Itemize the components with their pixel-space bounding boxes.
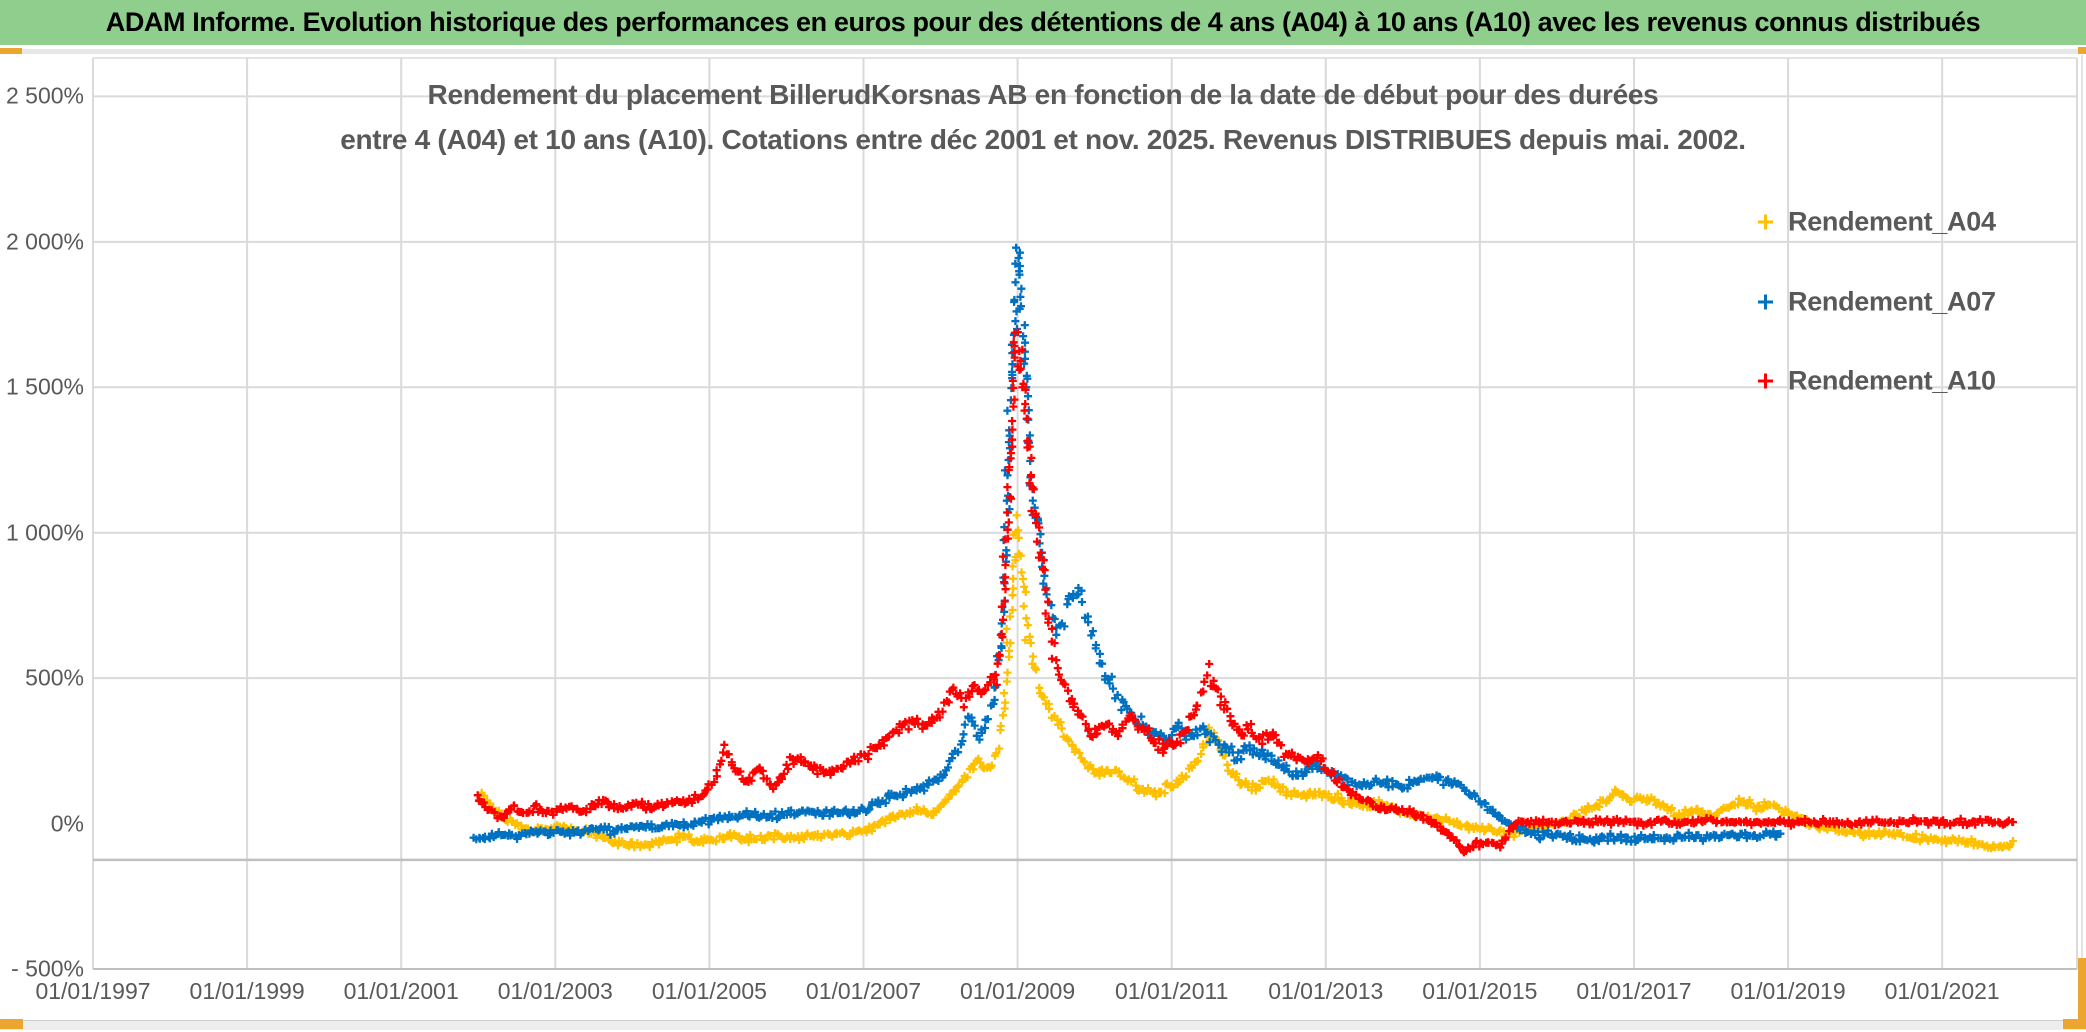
series-rendement_a10-markers <box>473 328 2017 857</box>
legend-item-rendement_a07[interactable]: Rendement_A07 <box>1758 286 1996 317</box>
plus-marker-icon <box>1758 214 1773 230</box>
legend-label: Rendement_A04 <box>1788 206 1996 237</box>
accent-bottom-left <box>0 1019 23 1029</box>
x-axis-tick: 01/01/2003 <box>497 978 613 1004</box>
x-axis-tick: 01/01/1997 <box>35 978 151 1004</box>
x-axis-tick: 01/01/2001 <box>343 978 459 1004</box>
chart-title-line2: entre 4 (A04) et 10 ans (A10). Cotations… <box>340 124 1746 155</box>
x-axis-tick: 01/01/1999 <box>189 978 305 1004</box>
series-rendement_a07-markers <box>469 243 1785 847</box>
accent-bottom-right-horizontal <box>2063 1019 2086 1029</box>
x-axis-tick: 01/01/2009 <box>960 978 1076 1004</box>
y-axis-tick: 2 500% <box>5 82 84 109</box>
chart-title-line1: Rendement du placement BillerudKorsnas A… <box>427 79 1659 110</box>
chart-title: Rendement du placement BillerudKorsnas A… <box>243 72 1843 162</box>
y-axis-tick: 1 000% <box>5 519 84 546</box>
plus-marker-icon <box>1758 294 1773 309</box>
x-axis-tick: 01/01/2007 <box>805 978 922 1004</box>
x-axis-tick: 01/01/2013 <box>1268 978 1384 1004</box>
x-axis-tick: 01/01/2011 <box>1114 978 1229 1004</box>
y-axis-tick: 2 000% <box>5 228 84 255</box>
right-frame-line <box>2081 55 2083 958</box>
y-axis-tick: 500% <box>25 664 84 691</box>
legend-label: Rendement_A07 <box>1788 286 1996 316</box>
x-axis-tick: 01/01/2005 <box>651 978 767 1004</box>
top-frame-strip <box>0 49 2086 54</box>
y-axis-tick: - 500% <box>11 955 84 982</box>
y-axis-tick: 0% <box>50 810 84 837</box>
x-axis-tick: 01/01/2015 <box>1422 978 1538 1004</box>
legend-item-rendement_a10[interactable]: Rendement_A10 <box>1758 366 1996 397</box>
accent-top-right <box>2078 47 2086 55</box>
legend-label: Rendement_A10 <box>1788 365 1996 396</box>
x-axis-tick: 01/01/2021 <box>1884 978 2000 1004</box>
accent-bottom-right-vertical <box>2078 958 2086 1029</box>
x-axis-tick: 01/01/2017 <box>1576 978 1692 1004</box>
accent-top-left <box>0 48 22 55</box>
y-axis-tick: 1 500% <box>5 373 84 400</box>
legend-item-rendement_a04[interactable]: Rendement_A04 <box>1758 207 1996 238</box>
series-rendement_a04-markers <box>477 511 2017 853</box>
x-axis-tick: 01/01/2019 <box>1730 978 1846 1004</box>
plus-marker-icon <box>1758 373 1773 389</box>
header-title: ADAM Informe. Evolution historique des p… <box>105 7 1981 37</box>
bottom-frame-strip <box>0 1020 2086 1030</box>
header-banner: ADAM Informe. Evolution historique des p… <box>0 0 2086 45</box>
